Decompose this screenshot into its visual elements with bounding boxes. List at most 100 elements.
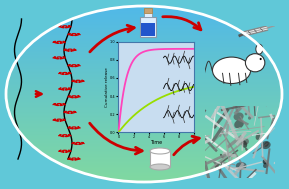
Bar [10,71,278,74]
Bar [7,102,281,104]
Bar [13,120,275,122]
Bar [32,41,255,43]
Bar [6,97,282,99]
Bar [40,151,248,153]
Bar [16,61,272,63]
Bar [9,112,279,114]
Bar [24,136,264,138]
Bar [6,88,282,90]
Bar [13,66,275,68]
Bar [9,74,279,76]
Bar [19,56,269,58]
Bar [91,12,197,14]
Bar [150,151,170,167]
Bar [22,134,266,136]
Bar [7,104,281,106]
Bar [12,68,276,70]
Bar [95,11,194,13]
Bar [47,156,241,158]
Bar [7,82,281,84]
Bar [41,152,247,154]
Bar [8,79,280,81]
Bar [109,8,179,10]
Bar [20,132,268,134]
Bar [25,49,264,51]
Bar [14,122,274,124]
Bar [15,62,273,64]
Bar [7,84,281,86]
Bar [61,163,227,165]
Bar [37,37,251,39]
Bar [12,117,277,119]
Bar [27,46,261,48]
Bar [14,123,274,125]
Bar [6,89,282,91]
Bar [6,98,282,100]
Bar [47,30,241,32]
Bar [144,8,152,13]
Bar [68,166,220,168]
Bar [30,143,258,145]
Bar [34,146,254,148]
Bar [25,138,263,140]
Bar [10,113,279,115]
Bar [10,115,278,116]
Bar [21,53,267,55]
Bar [28,45,260,47]
Bar [18,129,270,131]
Bar [10,72,278,74]
Bar [8,110,279,112]
Bar [50,29,238,30]
Bar [36,148,252,150]
Bar [44,32,244,34]
Bar [12,69,277,70]
Bar [52,27,236,29]
Bar [25,137,264,139]
Bar [16,125,273,127]
Bar [11,115,277,118]
Bar [20,131,268,133]
Bar [103,9,185,11]
Bar [90,174,197,176]
Bar [95,175,194,177]
Bar [78,170,210,172]
Bar [17,59,271,61]
Bar [6,96,282,98]
Bar [12,119,276,120]
Bar [7,105,281,107]
Bar [103,177,185,179]
Bar [29,142,259,144]
Bar [6,99,282,101]
Bar [26,47,262,49]
Bar [7,81,281,83]
Bar [8,76,279,78]
Bar [6,91,282,93]
Bar [10,74,279,75]
Bar [11,116,277,119]
Bar [8,77,280,79]
Bar [14,63,274,65]
Bar [45,31,242,33]
Bar [59,24,229,26]
Bar [40,35,248,37]
Bar [50,158,238,160]
Bar [16,60,272,62]
Bar [27,140,261,142]
Bar [61,23,227,25]
Bar [42,153,245,155]
Bar [55,26,233,28]
Bar [16,126,272,128]
Bar [22,52,266,54]
Bar [45,155,242,156]
Bar [20,55,268,57]
Bar [70,167,218,169]
Bar [13,65,275,67]
Bar [73,168,216,170]
Bar [115,179,173,181]
Bar [57,25,231,26]
Bar [18,57,270,59]
Bar [25,48,263,50]
Bar [23,51,265,53]
Bar [124,6,164,8]
Bar [144,12,152,17]
